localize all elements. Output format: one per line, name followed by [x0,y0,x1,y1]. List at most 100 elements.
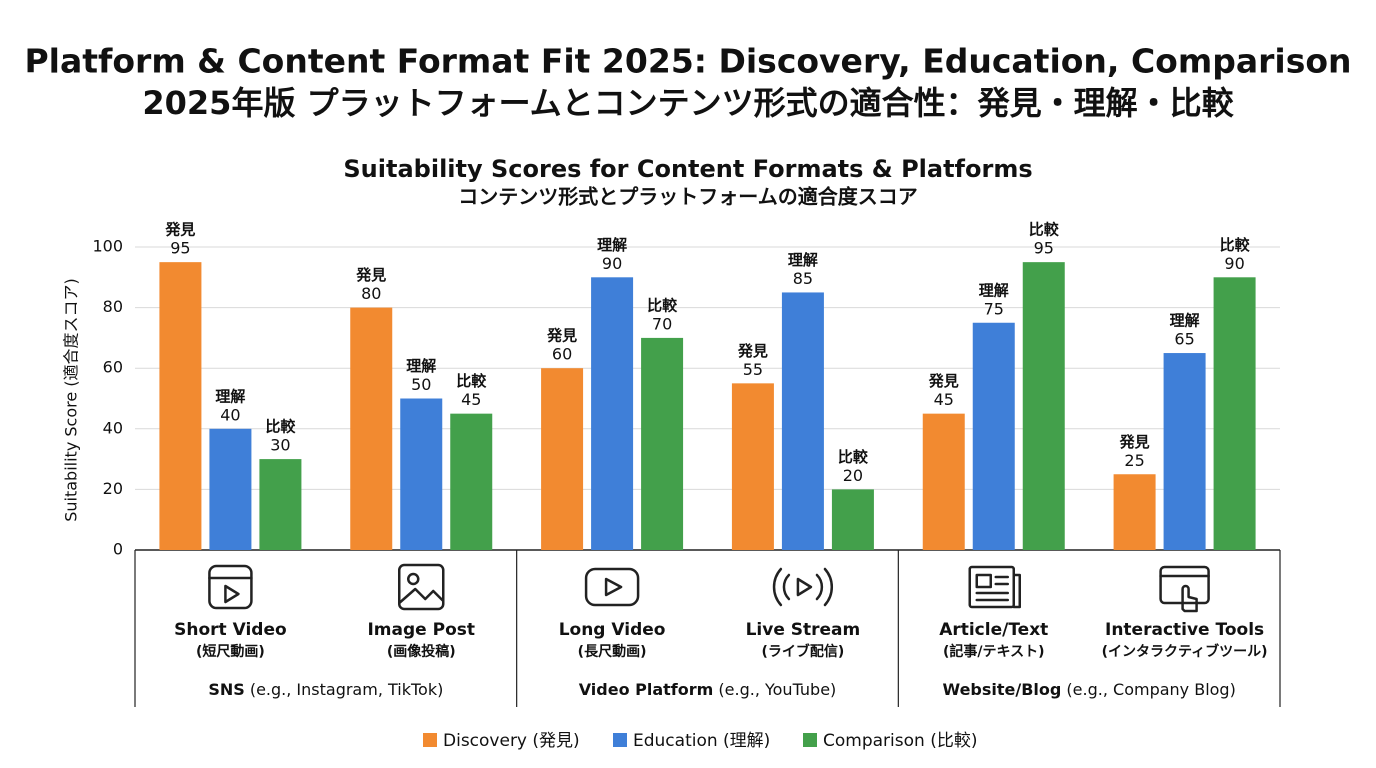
x-tick-label: Article/Text [939,620,1048,640]
category-icon [968,565,1021,609]
bar-series-label: 比較 [647,296,678,314]
bar [922,413,965,550]
category-icon [772,567,834,607]
bar [1113,474,1156,550]
y-tick-label: 0 [113,540,123,559]
icon-part [208,564,253,610]
category-icon [584,567,640,607]
icon-part [772,567,834,607]
legend-swatch [423,733,437,747]
icon-part [968,565,1015,609]
bar-value-label: 50 [411,375,431,394]
category-icon [208,564,253,610]
group-name: SNS [208,680,244,699]
x-tick-note: (インタラクティブツール) [1102,643,1268,660]
bar [781,292,824,550]
bar-series-label: 理解 [979,281,1009,299]
x-tick-label: Short Video [174,620,287,640]
bar [972,322,1015,550]
icon-part [782,573,824,601]
chart-title: Platform & Content Format Fit 2025: Disc… [24,42,1351,81]
icon-part [224,584,240,604]
x-tick-note: (画像投稿) [387,643,456,660]
icon-part [796,577,813,597]
bar-series-label: 発見 [1119,433,1150,451]
bar-series-label: 発見 [737,342,768,360]
bar-value-label: 60 [552,345,572,364]
bar-value-label: 70 [652,314,672,333]
bar-series-label: 比較 [1220,236,1251,254]
bar [591,277,634,550]
chart-title-ja: 2025年版 プラットフォームとコンテンツ形式の適合性：発見・理解・比較 [142,84,1234,122]
bar-value-label: 75 [984,299,1004,318]
x-tick-note: (ライブ配信) [762,643,845,660]
bar [400,398,443,550]
y-tick-label: 80 [103,297,123,316]
legend-swatch [803,733,817,747]
group-note: (e.g., Instagram, TikTok) [245,680,444,699]
bar-series-label: 比較 [265,418,296,436]
bar [1163,353,1206,550]
bar-series-label: 理解 [215,387,245,405]
bar-value-label: 25 [1124,451,1144,470]
x-tick-note: (短尺動画) [196,643,265,660]
bar-value-label: 85 [793,269,813,288]
group-name: Video Platform [579,680,714,699]
icon-part [1159,565,1210,605]
bar-value-label: 45 [461,390,481,409]
icon-part [407,572,420,586]
legend-label: Discovery (発見) [443,731,580,751]
bar [350,307,393,550]
y-axis-label: Suitability Score (適合度スコア) [62,278,81,522]
bar-value-label: 45 [934,390,954,409]
bar-series-label: 比較 [1029,221,1060,239]
x-tick-label: Interactive Tools [1105,620,1264,640]
bar-series-label: 理解 [597,236,627,254]
x-tick-label: Long Video [559,620,666,640]
legend-swatch [613,733,627,747]
bar-value-label: 55 [743,360,763,379]
bar-series-label: 発見 [546,327,577,345]
bar-value-label: 30 [270,436,290,455]
bar-value-label: 90 [602,254,622,273]
bar-value-label: 20 [843,466,863,485]
icon-part [398,563,445,611]
x-tick-note: (記事/テキスト) [943,643,1045,660]
category-icon [1159,565,1210,613]
icon-part [1181,584,1198,613]
bar [1022,262,1065,550]
bar-value-label: 80 [361,284,381,303]
group-note: (e.g., YouTube) [713,680,836,699]
bar-series-label: 発見 [164,221,195,239]
bar-value-label: 90 [1224,254,1244,273]
legend-label: Comparison (比較) [823,731,977,751]
bar [450,413,493,550]
icon-part [398,587,445,605]
x-tick-label: Live Stream [746,620,861,640]
bar-series-label: 発見 [355,266,386,284]
bar [731,383,774,550]
bar-value-label: 95 [170,239,190,258]
chart-subtitle: Suitability Scores for Content Formats &… [343,155,1032,183]
bar-series-label: 理解 [788,251,818,269]
bar-series-label: 理解 [1170,312,1200,330]
bar [159,262,202,550]
category-icon [398,563,445,611]
group-label: SNS (e.g., Instagram, TikTok) [208,680,443,699]
icon-part [604,577,623,597]
bar-value-label: 65 [1174,330,1194,349]
bar [641,337,684,550]
group-name: Website/Blog [942,680,1061,699]
x-tick-note: (長尺動画) [578,643,647,660]
bar-series-label: 理解 [406,357,436,375]
bar [831,489,874,550]
x-tick-label: Image Post [367,620,475,640]
group-label: Website/Blog (e.g., Company Blog) [942,680,1235,699]
y-tick-label: 20 [103,479,123,498]
bar [541,368,584,550]
y-tick-label: 40 [103,418,123,437]
group-label: Video Platform (e.g., YouTube) [579,680,837,699]
y-tick-label: 60 [103,358,123,377]
icon-part [584,567,640,607]
